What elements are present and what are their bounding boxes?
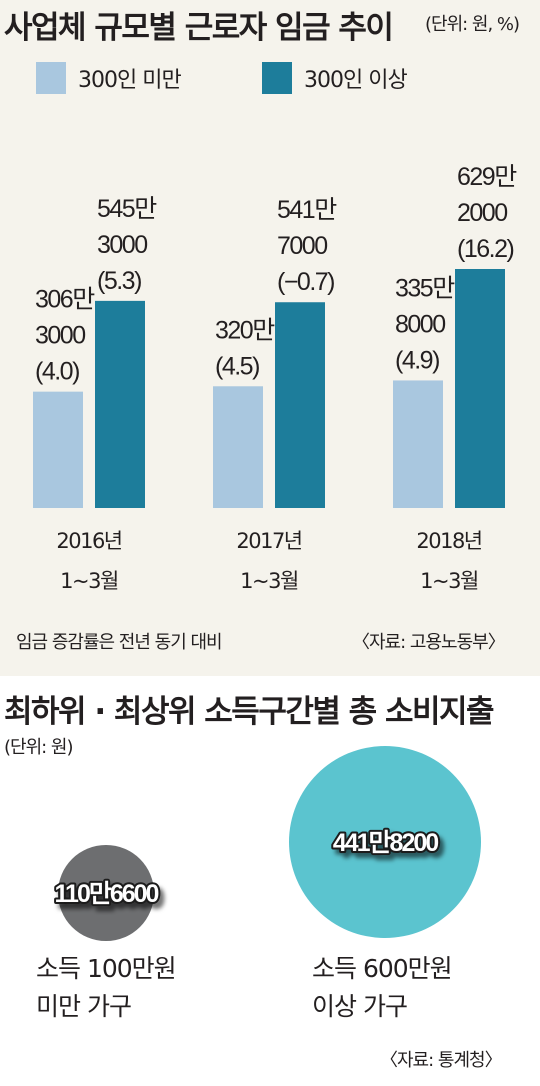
bar-value-label-0-2-0: 335만 bbox=[395, 274, 455, 302]
bubble-caption-low-income: 소득 100만원 미만 가구 bbox=[36, 950, 177, 1026]
legend-item-over-300: 300인 이상 bbox=[262, 60, 408, 96]
bar-under-300-1 bbox=[213, 386, 263, 508]
wage-chart-title: 사업체 규모별 근로자 임금 추이 bbox=[4, 10, 394, 46]
bar-value-label-0-0-0: 306만 bbox=[35, 286, 95, 314]
bar-value-label-1-1-0: 541만 bbox=[277, 196, 337, 224]
legend-swatch-under-300 bbox=[36, 62, 66, 94]
bubble-caption-low-line1: 소득 100만원 bbox=[36, 954, 177, 983]
bar-value-label-0-1-1: (4.5) bbox=[215, 352, 259, 380]
legend-label-under-300: 300인 미만 bbox=[78, 68, 182, 93]
x-tick-year-1: 2017년 bbox=[236, 529, 301, 553]
wage-chart-panel bbox=[0, 0, 540, 676]
wage-chart-note: 임금 증감률은 전년 동기 대비 bbox=[16, 632, 223, 653]
x-tick-year-0: 2016년 bbox=[56, 529, 121, 553]
x-tick-period-1: 1~3월 bbox=[240, 569, 298, 593]
spending-chart-title: 최하위 · 최상위 소득구간별 총 소비지출 bbox=[4, 694, 495, 730]
bubble-caption-low-line2: 미만 가구 bbox=[36, 992, 132, 1021]
bubble-value-outline-0: 110만6600 bbox=[55, 880, 159, 908]
wage-bar-chart: 306만3000(4.0)545만3000(5.3)2016년1~3월320만(… bbox=[33, 163, 519, 593]
spending-chart-unit: (단위: 원) bbox=[4, 737, 74, 758]
bubble-caption-high-income: 소득 600만원 이상 가구 bbox=[312, 950, 453, 1026]
x-tick-period-2: 1~3월 bbox=[420, 569, 478, 593]
bubble-value-outline-1: 441만8200 bbox=[333, 829, 438, 857]
bubble-caption-high-line1: 소득 600만원 bbox=[312, 954, 453, 983]
wage-chart-source: 〈자료: 고용노동부〉 bbox=[352, 632, 506, 653]
bar-over-300-0 bbox=[95, 300, 145, 508]
bar-over-300-1 bbox=[275, 302, 325, 508]
bar-under-300-0 bbox=[33, 391, 83, 508]
bar-over-300-2 bbox=[455, 269, 505, 508]
bar-value-label-0-0-1: 3000 bbox=[35, 322, 85, 350]
bar-value-label-1-1-1: 7000 bbox=[277, 232, 327, 260]
bar-value-label-1-0-2: (5.3) bbox=[97, 267, 141, 295]
bar-value-label-1-2-0: 629만 bbox=[457, 163, 517, 191]
bar-value-label-0-0-2: (4.0) bbox=[35, 358, 79, 386]
bar-value-label-1-2-1: 2000 bbox=[457, 199, 507, 227]
bar-value-label-1-0-1: 3000 bbox=[97, 231, 147, 259]
bar-value-label-0-1-0: 320만 bbox=[215, 316, 275, 344]
wage-chart-unit: (단위: 원, %) bbox=[425, 14, 520, 35]
legend-label-over-300: 300인 이상 bbox=[304, 68, 408, 93]
bubble-high-income bbox=[289, 746, 481, 938]
bar-under-300-2 bbox=[393, 380, 443, 508]
bar-value-label-0-2-1: 8000 bbox=[395, 310, 445, 338]
x-tick-year-2: 2018년 bbox=[416, 529, 481, 553]
bubble-low-income bbox=[57, 844, 155, 942]
bar-value-label-0-2-2: (4.9) bbox=[395, 346, 439, 374]
bar-value-label-1-0-0: 545만 bbox=[97, 195, 157, 223]
bar-value-label-1-1-2: (−0.7) bbox=[277, 268, 334, 296]
bubble-value-label-0: 110만6600 bbox=[55, 880, 159, 908]
bubble-caption-high-line2: 이상 가구 bbox=[312, 992, 408, 1021]
legend-swatch-over-300 bbox=[262, 62, 292, 94]
x-tick-period-0: 1~3월 bbox=[60, 569, 118, 593]
bubble-value-label-1: 441만8200 bbox=[333, 829, 438, 857]
bar-value-label-1-2-2: (16.2) bbox=[457, 235, 513, 263]
spending-chart-source: 〈자료: 통계청〉 bbox=[380, 1050, 503, 1071]
legend-item-under-300: 300인 미만 bbox=[36, 60, 182, 96]
